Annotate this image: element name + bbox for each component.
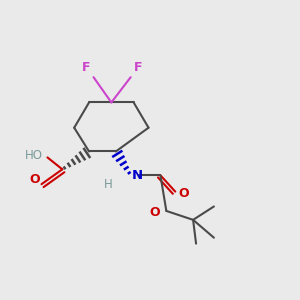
- Text: F: F: [134, 61, 142, 74]
- Text: H: H: [104, 178, 113, 191]
- Text: O: O: [150, 206, 160, 219]
- Text: O: O: [29, 173, 40, 186]
- Text: O: O: [178, 187, 189, 200]
- Text: HO: HO: [25, 149, 43, 162]
- Text: N: N: [132, 169, 143, 182]
- Text: F: F: [82, 61, 91, 74]
